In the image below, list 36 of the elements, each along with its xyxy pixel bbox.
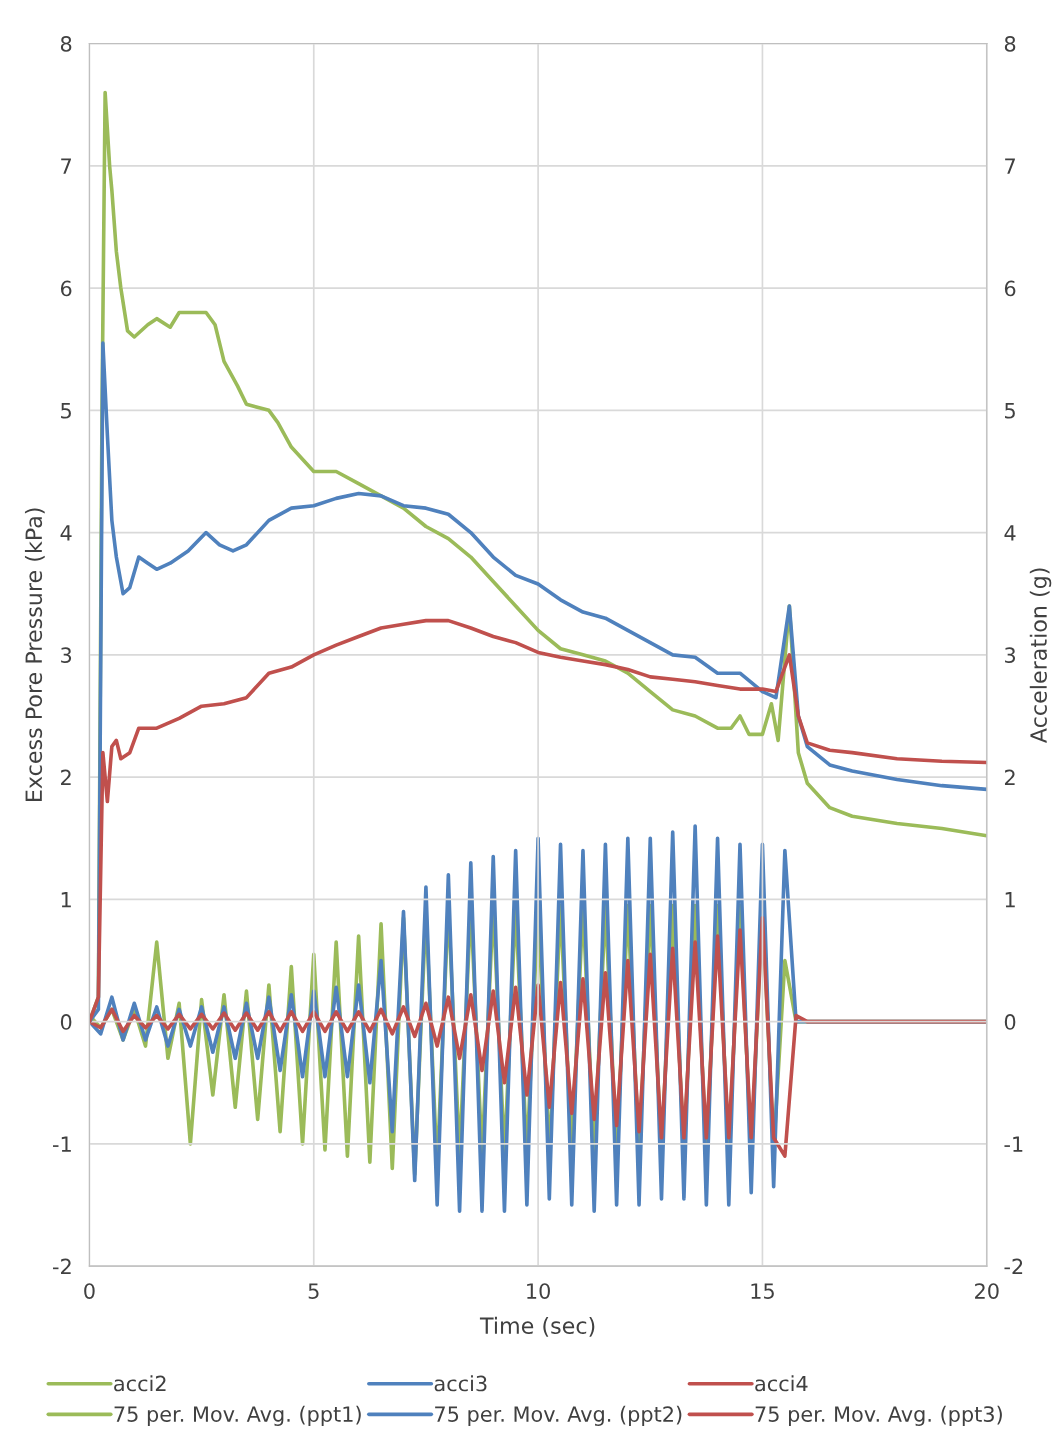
y2-tick-label: 5 [1005,403,1015,419]
legend-label: 75 per. Mov. Avg. (ppt1) [114,1405,361,1426]
legend-label: acci2 [114,1375,166,1392]
x-tick-label: 5 [308,1283,319,1299]
legend-label: acci4 [755,1375,808,1392]
y2-tick-label: 0 [1004,1014,1016,1030]
y2-tick-label: 1 [1005,892,1015,908]
y-tick-label: 5 [61,403,71,419]
y-tick-label: -2 [53,1258,71,1275]
y-tick-label: 0 [60,1014,72,1030]
x-axis-title: Time (sec) [479,1316,595,1337]
y2-axis-title: Acceleration (g) [1029,568,1052,743]
y2-tick-label: 8 [1004,36,1016,52]
legend-label: 75 per. Mov. Avg. (ppt2) [435,1405,682,1426]
y-tick-label: 6 [60,280,72,297]
y2-tick-label: 2 [1004,769,1015,786]
y2-tick-label: 6 [1004,280,1016,297]
y2-tick-label: -1 [1004,1136,1023,1152]
x-tick-label: 10 [527,1283,550,1299]
y-tick-label: 7 [61,158,71,174]
y-tick-label: 3 [61,647,72,664]
y-tick-label: 8 [60,36,72,52]
y-tick-label: 4 [60,525,72,541]
y2-tick-label: 7 [1005,158,1015,174]
y2-tick-label: 3 [1005,647,1016,664]
y-tick-label: -1 [53,1136,71,1152]
x-tick-label: 20 [975,1283,999,1299]
y-tick-label: 1 [61,892,71,908]
y2-tick-label: 4 [1004,525,1016,541]
x-tick-label: 15 [751,1283,774,1299]
y-axis-title: Excess Pore Pressure (kPa) [24,508,45,801]
y-tick-label: 2 [61,769,71,786]
legend-label: acci3 [434,1375,487,1392]
x-tick-label: 0 [84,1283,95,1299]
legend-label: 75 per. Mov. Avg. (ppt3) [755,1405,1002,1426]
y2-tick-label: -2 [1004,1258,1023,1275]
